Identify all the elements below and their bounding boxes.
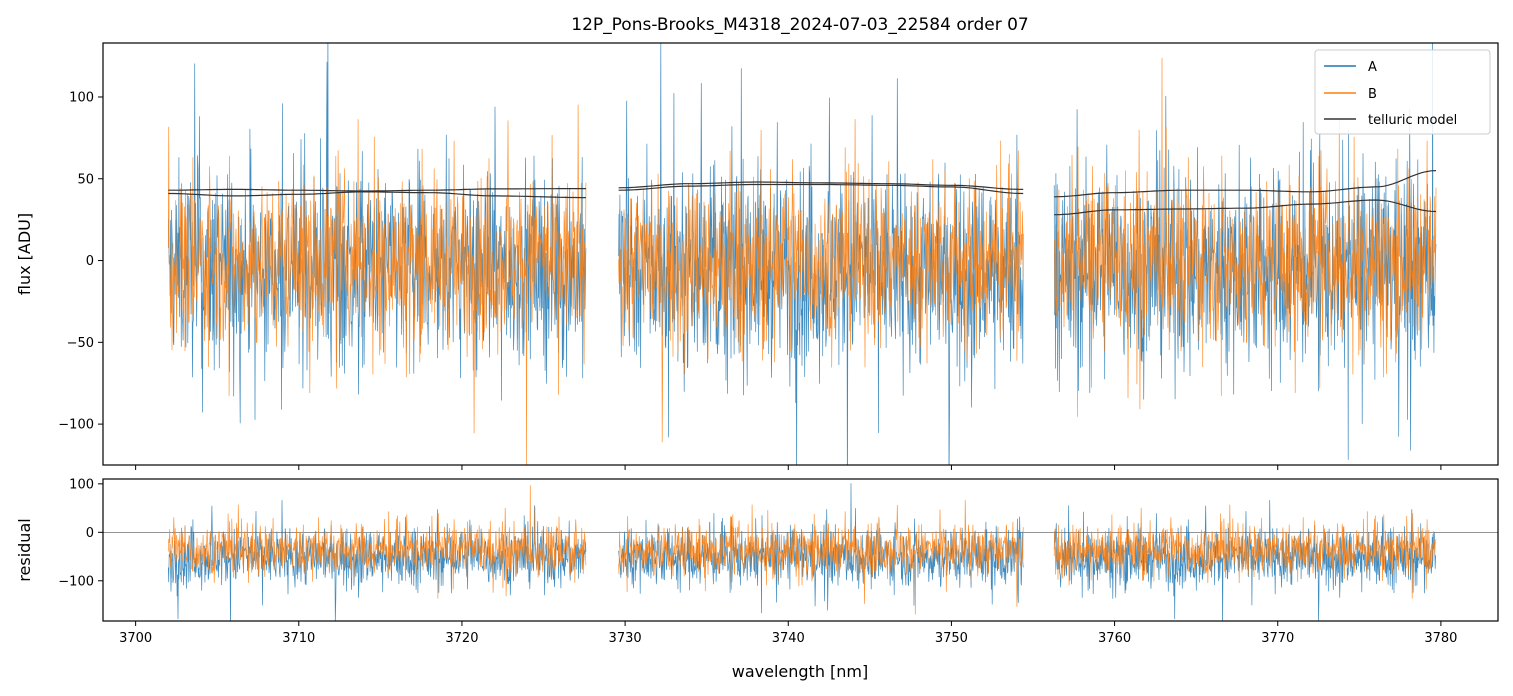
flux-panel-frame: [102, 42, 1499, 466]
flux-series-a-seg-0: [167, 43, 587, 424]
telluric-model-curve-5: [1054, 199, 1437, 216]
legend-label-b: B: [1368, 87, 1377, 102]
x-tick-label: 3740: [772, 631, 805, 646]
legend-label-a: A: [1368, 60, 1377, 75]
flux-y-tick-label: 0: [86, 254, 94, 269]
flux-y-tick-label: −100: [58, 418, 94, 433]
residual-y-axis-label: residual: [15, 518, 34, 581]
telluric-model-curve-1: [168, 191, 586, 199]
residual-panel-frame: [102, 478, 1499, 622]
telluric-model-curve-0: [168, 188, 586, 192]
legend-box: [1314, 49, 1491, 135]
legend-label-telluric: telluric model: [1368, 113, 1457, 128]
legend: A B telluric model: [1314, 49, 1491, 135]
x-tick-label: 3760: [1098, 631, 1131, 646]
x-tick-label: 3770: [1261, 631, 1294, 646]
x-tick-label: 3780: [1424, 631, 1457, 646]
x-tick-label: 3710: [282, 631, 315, 646]
residual-series-b-seg-0: [167, 485, 587, 599]
x-tick-label: 3750: [935, 631, 968, 646]
telluric-model-curve-4: [1054, 170, 1437, 198]
telluric-model-curve-3: [618, 181, 1024, 190]
flux-series-b-seg-2: [1053, 57, 1437, 417]
flux-y-tick-label: 100: [69, 90, 94, 105]
chart-title: 12P_Pons-Brooks_M4318_2024-07-03_22584 o…: [571, 15, 1028, 35]
residual-y-tick-label: 0: [86, 526, 94, 541]
x-tick-label: 3700: [119, 631, 152, 646]
residual-y-tick-label: −100: [58, 574, 94, 589]
flux-series-b-seg-1: [618, 119, 1024, 443]
flux-panel: −100 −50 0 50 100 flux [ADU] A B telluric mo…: [15, 42, 1499, 470]
residual-series-b-seg-2: [1053, 504, 1437, 599]
flux-y-tick-label: −50: [67, 336, 94, 351]
flux-y-axis-label: flux [ADU]: [15, 213, 34, 295]
flux-y-tick-label: 50: [77, 172, 94, 187]
x-tick-label: 3730: [609, 631, 642, 646]
x-tick-label: 3720: [445, 631, 478, 646]
residual-series-a-seg-0: [167, 500, 587, 621]
residual-y-tick-label: 100: [69, 477, 94, 492]
residual-panel: −100 0 100 3700 3710 3720 3730 3740 3750 3760 377…: [15, 477, 1499, 646]
x-axis-label: wavelength [nm]: [732, 662, 869, 681]
residual-series-b-seg-1: [618, 499, 1024, 615]
telluric-model-curve-2: [618, 183, 1024, 195]
flux-series-b-seg-0: [167, 104, 587, 465]
